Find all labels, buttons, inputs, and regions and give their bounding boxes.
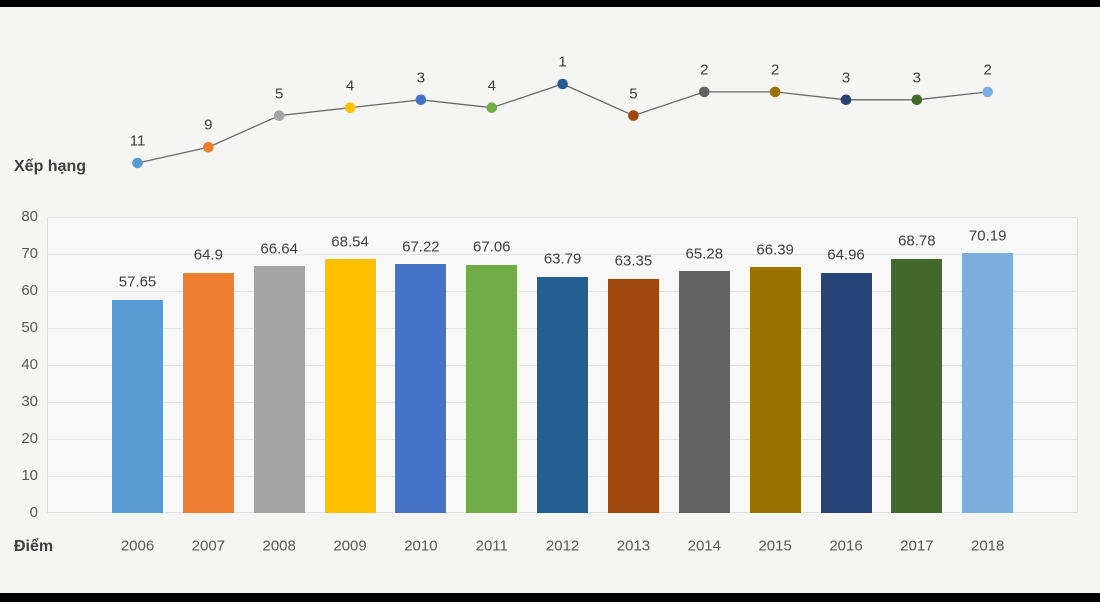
x-axis-category-label: 2015 bbox=[758, 537, 792, 555]
bar-value-label: 68.78 bbox=[898, 232, 936, 250]
bar-value-label: 66.64 bbox=[260, 240, 298, 258]
bar bbox=[891, 258, 943, 513]
rank-line-point bbox=[557, 78, 568, 90]
bar-value-label: 66.39 bbox=[756, 241, 794, 259]
bar bbox=[607, 278, 659, 513]
bar bbox=[253, 266, 305, 513]
bar-value-label: 57.65 bbox=[118, 273, 157, 291]
y-axis-tick-label: 80 bbox=[21, 208, 38, 225]
bar bbox=[678, 271, 730, 513]
bar-value-label: 70.19 bbox=[968, 227, 1007, 245]
x-axis-category-label: 2017 bbox=[900, 537, 934, 555]
bar-value-label: 64.96 bbox=[827, 246, 865, 264]
bar-value-label: 63.79 bbox=[543, 250, 582, 268]
rank-point-label: 2 bbox=[700, 61, 709, 79]
x-axis-category-label: 2010 bbox=[404, 537, 438, 555]
chart-canvas: Xếp hạng Điểm 0 10 20 30 40 50 60 70 80 57.65 2006… bbox=[0, 7, 1100, 593]
rank-line-point bbox=[628, 110, 639, 121]
bar bbox=[962, 253, 1014, 513]
y-axis-tick-label: 0 bbox=[29, 504, 38, 521]
rank-point-label: 5 bbox=[275, 85, 284, 103]
bar-value-label: 64.9 bbox=[193, 246, 223, 264]
x-axis-category-label: 2018 bbox=[971, 537, 1005, 555]
bar-value-label: 63.35 bbox=[614, 252, 653, 270]
bar-value-label: 67.06 bbox=[472, 238, 511, 256]
bar bbox=[395, 264, 447, 513]
gridline bbox=[47, 254, 1078, 255]
bar bbox=[112, 299, 163, 513]
x-axis-category-label: 2008 bbox=[262, 537, 296, 555]
x-axis-category-label: 2011 bbox=[475, 537, 508, 555]
rank-point-label: 4 bbox=[487, 77, 496, 95]
bar bbox=[820, 272, 872, 513]
y-axis-tick-label: 70 bbox=[21, 245, 38, 262]
x-axis-category-label: 2012 bbox=[545, 537, 580, 555]
rank-point-label: 3 bbox=[841, 69, 851, 87]
rank-line-point bbox=[769, 86, 781, 98]
rank-line-point bbox=[273, 110, 285, 121]
bar-value-label: 65.28 bbox=[685, 245, 724, 263]
rank-point-label: 9 bbox=[204, 116, 213, 134]
rank-line-point bbox=[203, 141, 214, 153]
bar bbox=[537, 276, 589, 513]
bar bbox=[749, 267, 801, 513]
rank-point-label: 1 bbox=[558, 53, 567, 71]
gridline bbox=[47, 217, 1078, 218]
y-axis-tick-label: 40 bbox=[21, 356, 38, 373]
x-axis-category-label: 2013 bbox=[616, 537, 651, 555]
rank-line-point bbox=[911, 94, 923, 106]
bar-value-label: 68.54 bbox=[331, 233, 369, 251]
rank-line-point bbox=[982, 86, 993, 98]
rank-point-label: 5 bbox=[629, 85, 638, 103]
rank-point-label: 4 bbox=[345, 77, 355, 95]
y-axis-tick-label: 60 bbox=[21, 282, 38, 299]
rank-point-label: 3 bbox=[912, 69, 922, 87]
bar-value-label: 67.22 bbox=[402, 238, 440, 256]
x-axis-category-label: 2016 bbox=[829, 537, 863, 555]
rank-line-point bbox=[132, 157, 143, 169]
line-chart-axis-title: Xếp hạng bbox=[14, 158, 87, 175]
y-axis-tick-label: 50 bbox=[21, 319, 38, 336]
top-black-strip bbox=[0, 0, 1100, 7]
rank-line-point bbox=[344, 102, 356, 113]
y-axis-tick-label: 20 bbox=[21, 430, 38, 447]
y-axis-tick-label: 10 bbox=[21, 467, 38, 484]
x-axis-category-label: 2007 bbox=[191, 537, 226, 555]
rank-point-label: 2 bbox=[983, 61, 992, 79]
rank-point-label: 3 bbox=[416, 69, 426, 87]
x-axis-category-label: 2009 bbox=[333, 537, 367, 555]
bottom-black-strip bbox=[0, 593, 1100, 602]
rank-point-label: 2 bbox=[770, 61, 780, 79]
y-axis-tick-label: 30 bbox=[21, 393, 38, 410]
rank-line-point bbox=[486, 102, 498, 113]
rank-line-point bbox=[699, 86, 710, 98]
bar bbox=[182, 272, 234, 513]
rank-line bbox=[137, 83, 988, 164]
bar bbox=[324, 259, 376, 513]
rank-line-point bbox=[840, 94, 852, 106]
x-axis-category-label: 2014 bbox=[687, 537, 721, 555]
x-axis-category-label: 2006 bbox=[120, 537, 155, 555]
rank-line-point bbox=[415, 94, 427, 106]
bar-chart-axis-title: Điểm bbox=[14, 538, 54, 555]
rank-point-label: 11 bbox=[129, 132, 146, 150]
bar bbox=[466, 264, 518, 513]
